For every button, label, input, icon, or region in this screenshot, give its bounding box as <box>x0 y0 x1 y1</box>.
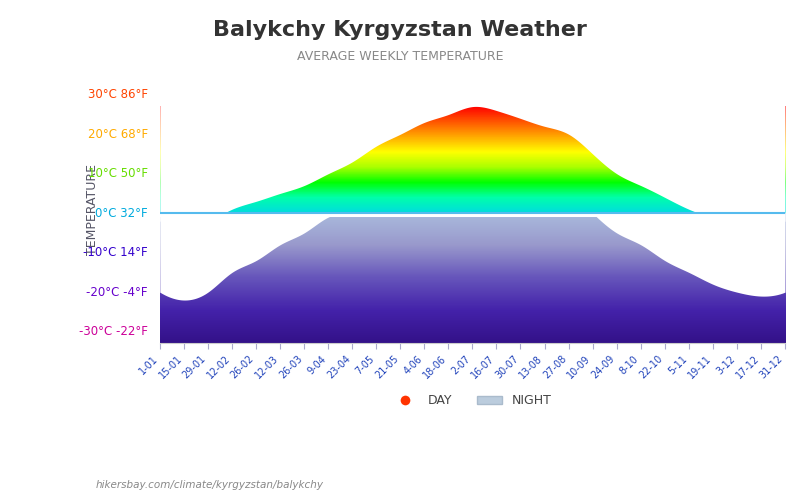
Text: Balykchy Kyrgyzstan Weather: Balykchy Kyrgyzstan Weather <box>213 20 587 40</box>
Text: -10°C 14°F: -10°C 14°F <box>83 246 148 259</box>
Text: 20°C 68°F: 20°C 68°F <box>88 128 148 140</box>
Text: AVERAGE WEEKLY TEMPERATURE: AVERAGE WEEKLY TEMPERATURE <box>297 50 503 63</box>
Text: -30°C -22°F: -30°C -22°F <box>79 325 148 338</box>
Y-axis label: TEMPERATURE: TEMPERATURE <box>86 164 99 254</box>
Text: 10°C 50°F: 10°C 50°F <box>88 167 148 180</box>
Text: 0°C 32°F: 0°C 32°F <box>95 206 148 220</box>
Text: hikersbay.com/climate/kyrgyzstan/balykchy: hikersbay.com/climate/kyrgyzstan/balykch… <box>96 480 324 490</box>
Text: -20°C -4°F: -20°C -4°F <box>86 286 148 298</box>
Legend: DAY, NIGHT: DAY, NIGHT <box>388 390 557 412</box>
Text: 30°C 86°F: 30°C 86°F <box>88 88 148 101</box>
